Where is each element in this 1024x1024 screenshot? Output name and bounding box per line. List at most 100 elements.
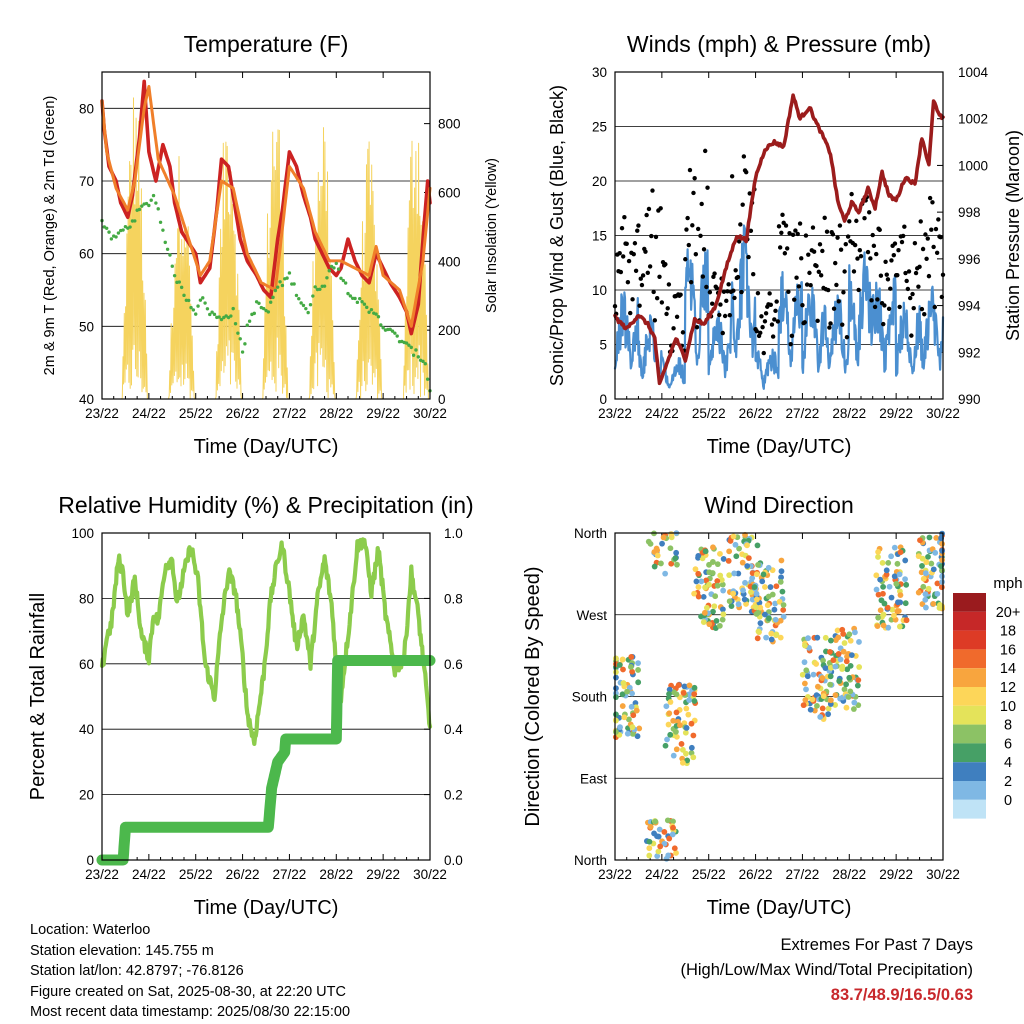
legend-label: 6 [1004,736,1012,752]
direction-point [702,584,708,591]
gust-series [612,148,946,356]
y-tick-label: 10 [592,283,607,298]
solar-day-6 [355,141,383,400]
created-text: Figure created on Sat, 2025-08-30, at 22… [30,983,346,1000]
direction-point [835,634,842,641]
direction-point [635,667,641,673]
gust-point [636,223,641,228]
y2-tick-label: 0 [438,392,446,407]
gust-point [803,233,809,238]
dewpoint-point [208,312,212,317]
direction-point [841,686,848,693]
gust-point [740,202,745,207]
direction-point [691,684,698,691]
direction-point [778,557,785,564]
gust-point [736,239,742,244]
gust-point [671,326,676,331]
legend-label: 8 [1004,718,1012,734]
dewpoint-point [360,300,364,304]
gust-point [748,228,754,233]
direction-point [698,578,705,585]
direction-point [757,620,764,627]
gust-point [910,291,915,297]
gust-point [701,247,707,252]
direction-point [630,730,636,737]
direction-point [700,593,707,600]
direction-point [719,606,726,613]
legend-swatch [953,781,986,800]
direction-point [902,600,909,607]
direction-point [646,838,653,845]
x-tick-label: 24/22 [132,406,166,421]
gust-point [926,273,932,279]
dewpoint-point [151,193,156,198]
direction-point [825,705,832,712]
dewpoint-point [252,311,256,316]
x-tick-label: 29/22 [366,406,400,421]
temperature-2m-line [100,79,432,336]
y-tick-label: North [574,526,607,541]
dewpoint-point [163,240,167,245]
dewpoint-point [156,207,160,211]
dewpoint-point [393,331,397,335]
x-tick-label: 27/22 [273,867,307,882]
direction-point [888,594,895,601]
direction-point [919,563,925,569]
direction-point [613,669,619,676]
direction-point [840,631,847,637]
direction-point [939,573,945,580]
gust-point [872,304,878,310]
gust-point [938,235,943,240]
direction-point [819,705,826,712]
gust-point [626,258,632,264]
legend-label: 20+ [996,605,1021,621]
direction-point [749,575,756,582]
direction-point [854,682,861,689]
gust-point [632,241,638,246]
y-tick-label: 20 [79,788,94,803]
direction-point [695,553,702,559]
gust-point [643,249,648,254]
gust-point [777,245,783,250]
direction-point [773,631,780,638]
gust-point [790,232,796,237]
gust-point [688,279,694,285]
direction-point [755,628,762,635]
gust-point [767,291,772,296]
dewpoint-point [236,331,240,335]
gust-point [619,225,625,231]
x-tick-label: 29/22 [879,867,913,882]
dewpoint-point [243,342,247,346]
direction-point [880,611,887,618]
gust-point [908,295,913,301]
gust-point [856,287,861,293]
direction-point [764,602,771,609]
direction-point [658,560,664,567]
direction-point [925,585,932,592]
gust-point [886,306,892,312]
direction-point [718,577,725,583]
direction-point [923,559,930,566]
legend-label: 0 [1004,793,1012,809]
direction-point [736,545,742,552]
direction-point [759,578,766,585]
gust-point [905,286,911,292]
direction-point [710,544,716,551]
direction-point [673,728,679,735]
direction-point [628,663,634,670]
solar-day-1 [121,97,149,400]
dewpoint-point [365,305,369,310]
dewpoint-point [287,271,292,275]
wind-speed-line [613,224,945,390]
direction-point [666,835,673,842]
direction-point [629,668,635,675]
direction-point [934,580,941,587]
gust-point [874,251,879,257]
dewpoint-point [210,310,214,314]
direction-point [735,570,742,577]
solar-day-2 [168,156,196,400]
dewpoint-point [336,267,341,271]
direction-point [669,831,676,838]
gust-point [684,227,689,232]
